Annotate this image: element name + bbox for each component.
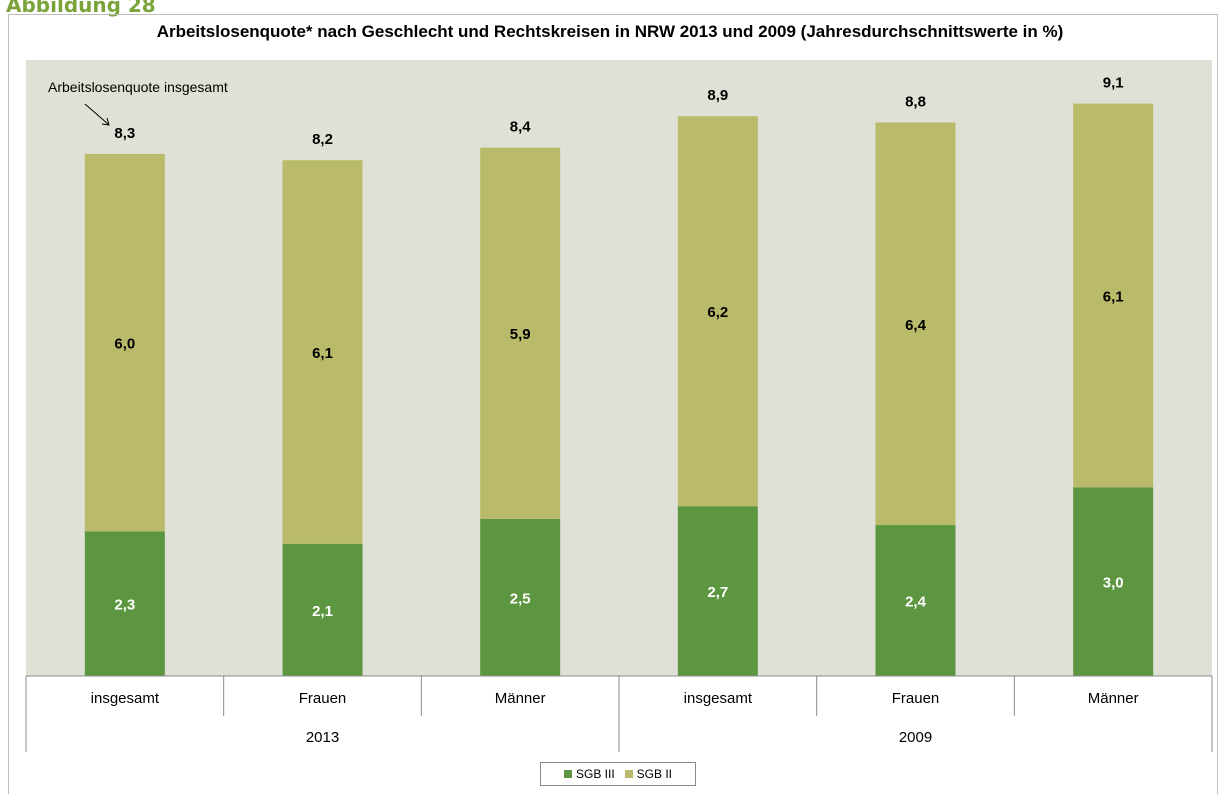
segment-label-sgb3-5: 3,0 [1103, 575, 1124, 592]
segment-label-sgb2-0: 6,0 [114, 336, 135, 353]
chart-legend: SGB III SGB II [540, 762, 696, 786]
bars-layer: 2,3 6,0 8,3 2,1 6,1 8,2 2,5 5,9 8,4 2,7 6,2 8,9 2,4 6… [84, 75, 1154, 676]
legend-item-sgb2: SGB II [624, 767, 673, 781]
category-label-3: insgesamt [684, 690, 753, 707]
total-label-0: 8,3 [114, 125, 135, 142]
total-label-3: 8,9 [707, 87, 728, 104]
total-label-1: 8,2 [312, 131, 333, 148]
annotation-label: Arbeitslosenquote insgesamt [48, 79, 228, 95]
legend-swatch-sgb2 [624, 770, 633, 778]
legend-swatch-sgb3 [563, 770, 572, 778]
segment-label-sgb2-3: 6,2 [707, 304, 728, 321]
bar-sgb2-4 [875, 122, 956, 526]
total-label-5: 9,1 [1103, 75, 1124, 92]
segment-label-sgb3-2: 2,5 [510, 590, 531, 607]
segment-label-sgb3-3: 2,7 [707, 584, 728, 601]
category-label-1: Frauen [299, 690, 347, 707]
segment-label-sgb3-1: 2,1 [312, 603, 333, 620]
group-label-0: 2013 [306, 729, 339, 746]
segment-label-sgb2-2: 5,9 [510, 326, 531, 343]
category-label-4: Frauen [892, 690, 940, 707]
bar-sgb3-4 [875, 525, 956, 676]
category-label-2: Männer [495, 690, 546, 707]
group-label-1: 2009 [899, 729, 932, 746]
legend-label-sgb3: SGB III [575, 767, 615, 781]
segment-label-sgb2-1: 6,1 [312, 345, 333, 362]
bar-sgb2-3 [677, 116, 758, 507]
plot-area [26, 60, 1212, 676]
segment-label-sgb2-5: 6,1 [1103, 288, 1124, 305]
bar-sgb3-1 [282, 543, 363, 676]
bar-sgb2-1 [282, 160, 363, 544]
total-label-4: 8,8 [905, 93, 926, 110]
annotation-arrow [84, 103, 109, 125]
bar-sgb2-0 [84, 153, 165, 532]
category-label-5: Männer [1088, 690, 1139, 707]
annotation-layer: Arbeitslosenquote insgesamt [48, 79, 228, 126]
total-label-2: 8,4 [510, 119, 532, 136]
legend-label-sgb2: SGB II [636, 767, 673, 781]
chart-title: Arbeitslosenquote* nach Geschlecht und R… [156, 22, 1064, 41]
bar-sgb2-5 [1073, 103, 1154, 488]
category-label-0: insgesamt [91, 690, 160, 707]
segment-label-sgb2-4: 6,4 [905, 317, 927, 334]
bar-sgb3-3 [677, 506, 758, 676]
chart-frame [8, 14, 1218, 794]
segment-label-sgb3-0: 2,3 [114, 597, 135, 614]
figure-caption: Abbildung 28 [6, 0, 156, 17]
bar-sgb3-5 [1073, 487, 1154, 676]
bar-sgb3-0 [84, 531, 165, 676]
annotation-arrowhead [101, 117, 110, 126]
bar-sgb3-2 [480, 518, 561, 676]
bar-sgb2-2 [480, 147, 561, 519]
segment-label-sgb3-4: 2,4 [905, 594, 927, 611]
legend-item-sgb3: SGB III [563, 767, 615, 781]
category-axis: insgesamt Frauen Männer insgesamt Frauen Männ… [25, 675, 1213, 752]
